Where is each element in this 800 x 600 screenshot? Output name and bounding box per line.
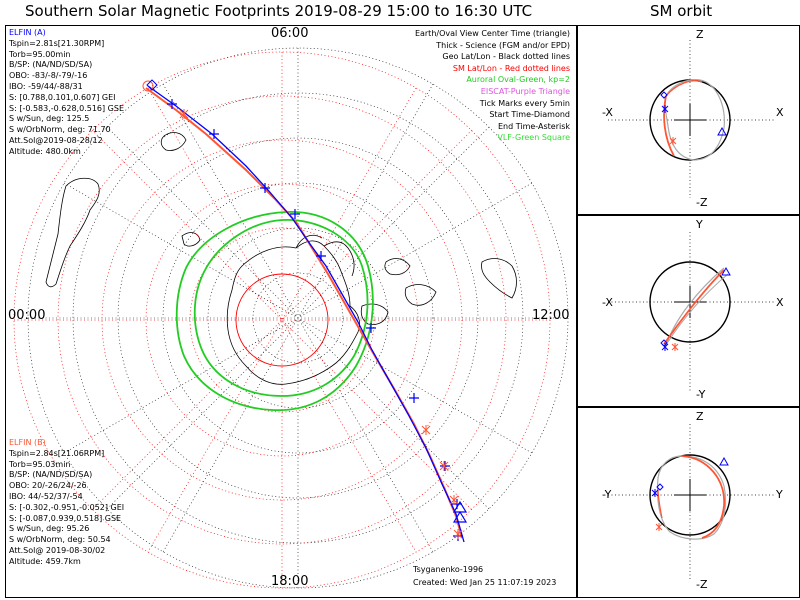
info-line: Att.Sol@2019-08-28/12 — [9, 135, 103, 145]
legend-item: End Time-Asterisk — [497, 121, 570, 131]
axis-right: X — [776, 296, 784, 309]
sm-grid — [13, 51, 551, 589]
legend-item: Auroral Oval-Green, kp=2 — [466, 75, 570, 85]
created-label: Created: Wed Jan 25 11:07:19 2023 — [413, 578, 557, 587]
elfin-b-ticks — [179, 109, 463, 539]
legend-item: Start Time-Diamond — [489, 110, 570, 120]
hour-label-left: 00:00 — [8, 308, 46, 323]
info-line: B/SP: (NA/ND/SD/SA) — [9, 60, 93, 70]
info-line: Att.Sol@ 2019-08-30/02 — [9, 545, 106, 555]
legend-item: Earth/Oval View Center Time (triangle) — [414, 29, 570, 38]
hour-label-top: 06:00 — [271, 26, 309, 41]
info-line: Altitude: 459.7km — [9, 556, 81, 566]
info-line: IBO: 44/-52/37/-54 — [9, 491, 83, 501]
orbit-panel-xz: Z -Z -X X — [577, 25, 800, 215]
info-line: S: [-0.583,-0.628,0.516] GSE — [9, 103, 124, 113]
info-line: B/SP: (NA/ND/SD/SA) — [9, 470, 93, 480]
axis-bottom: -Z — [696, 196, 708, 209]
axis-left: -Y — [602, 488, 612, 501]
orbit-title: SM orbit — [650, 2, 713, 20]
footprint-map-panel: 06:00 18:00 00:00 12:00 Earth/Oval View … — [5, 25, 577, 598]
info-line: Tspin=2.84s[21.06RPM] — [9, 448, 105, 458]
info-line: Torb=95.00min — [9, 49, 71, 59]
legend-item: Tick Marks every 5min — [479, 98, 570, 108]
info-line: OBO: -83/-8/-79/-16 — [9, 71, 88, 81]
axis-top: Y — [696, 218, 703, 231]
polar-map — [13, 47, 569, 589]
axis-top: Z — [696, 28, 704, 41]
info-line: S w/Sun, deg: 125.5 — [9, 114, 90, 124]
info-line: Altitude: 480.0km — [9, 146, 81, 156]
page-title: Southern Solar Magnetic Footprints 2019-… — [25, 2, 533, 20]
hour-label-right: 12:00 — [532, 308, 570, 323]
axis-right: X — [776, 106, 784, 119]
elfin-b-info: ELFIN (B) Tspin=2.84s[21.06RPM] Torb=95.… — [9, 438, 124, 568]
orbit-plot-xy — [608, 232, 774, 392]
elfin-a-track — [147, 85, 465, 543]
axis-bottom: -Z — [696, 578, 708, 591]
auroral-oval — [175, 211, 374, 412]
elfin-b-start-marker — [142, 80, 154, 92]
info-line: Torb=95.03min — [9, 459, 71, 469]
elfin-a-start-diamond — [146, 79, 158, 91]
coastlines — [45, 132, 517, 385]
info-line: Tspin=2.81s[21.30RPM] — [9, 38, 105, 48]
elfin-b-end-triangle — [452, 510, 468, 523]
legend-item: SM Lat/Lon - Red dotted lines — [452, 63, 570, 73]
orbit-panel-yz: Z -Z -Y Y — [577, 407, 800, 598]
orbit-plot-yz — [608, 424, 774, 580]
sm-inner-circle — [235, 273, 329, 367]
legend-item: Geo Lat/Lon - Black dotted lines — [442, 52, 570, 62]
orbit-panel-xy: Y -Y -X X — [577, 215, 800, 407]
elfin-a-info: ELFIN (A) Tspin=2.81s[21.30RPM] Torb=95.… — [9, 28, 124, 158]
elfin-b-track — [145, 87, 463, 539]
axis-right: Y — [776, 488, 783, 501]
info-line: S w/OrbNorm, deg: 71.70 — [9, 125, 111, 135]
axis-left: -X — [602, 296, 613, 309]
info-line: S w/OrbNorm, deg: 50.54 — [9, 535, 111, 545]
info-line: S w/Sun, deg: 95.26 — [9, 524, 90, 534]
legend-item: Thick - Science (FGM and/or EPD) — [436, 40, 570, 50]
info-line: S: [-0.087,0.939,0.518] GSE — [9, 513, 122, 523]
hour-label-bottom: 18:00 — [271, 574, 309, 589]
info-line: S: [-0.302,-0.951,-0.052] GEI — [9, 502, 125, 512]
legend-item: VLF-Green Square — [497, 133, 570, 143]
axis-bottom: -Y — [696, 388, 706, 401]
model-label: Tsyganenko-1996 — [413, 565, 484, 574]
elfin-b-name: ELFIN (B) — [9, 438, 46, 447]
legend: Earth/Oval View Center Time (triangle) T… — [415, 28, 570, 144]
orbit-plot-xz — [608, 40, 774, 198]
axis-left: -X — [602, 106, 613, 119]
info-line: IBO: -59/44/-88/31 — [9, 81, 83, 91]
info-line: S: [0.788,0.101,0.607] GEI — [9, 92, 116, 102]
info-line: OBO: 20/-26/24/-26 — [9, 481, 87, 491]
elfin-a-name: ELFIN (A) — [9, 28, 46, 37]
axis-top: Z — [696, 410, 704, 423]
legend-item: EISCAT-Purple Triangle — [480, 86, 570, 96]
